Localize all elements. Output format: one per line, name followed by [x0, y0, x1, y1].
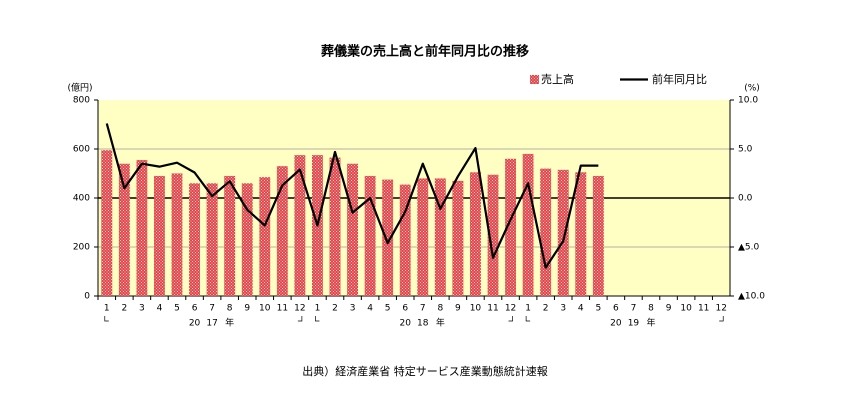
y2-axis-label: (%) [744, 84, 760, 94]
bar [522, 153, 534, 296]
bar [171, 173, 183, 296]
bar [557, 169, 569, 296]
x-tick-label: 6 [613, 304, 619, 314]
bar [505, 158, 516, 296]
year-label: 17 [206, 319, 217, 329]
y-axis-label: (億円) [67, 82, 92, 94]
y-tick-label: 600 [73, 145, 90, 155]
x-tick-label: 4 [578, 304, 584, 314]
legend-label: 前年同月比 [652, 72, 707, 86]
bar [592, 175, 604, 296]
x-tick-label: 11 [698, 304, 709, 314]
y2-tick-label: ▲10.0 [738, 292, 765, 302]
y2-tick-label: 10.0 [738, 96, 758, 106]
chart-title: 葬儀業の売上高と前年同月比の推移 [321, 44, 529, 60]
year-bracket [315, 316, 320, 322]
line [105, 123, 599, 269]
x-tick-label: 5 [174, 304, 180, 314]
x-tick-label: 5 [595, 304, 601, 314]
year-bracket [508, 316, 513, 322]
year-label: 19 [628, 319, 640, 329]
bar [575, 172, 587, 296]
bar [241, 183, 253, 296]
x-tick-label: 3 [139, 304, 145, 314]
x-tick-label: 5 [385, 304, 391, 314]
y-tick-label: 0 [84, 292, 90, 302]
bar [224, 175, 236, 296]
bar [259, 177, 271, 296]
x-tick-label: 3 [560, 304, 566, 314]
legend-label: 売上高 [541, 72, 574, 86]
year-label: 20 [189, 319, 201, 329]
x-tick-label: 6 [192, 304, 198, 314]
x-tick-label: 2 [121, 304, 127, 314]
bar [434, 178, 446, 296]
x-tick-label: 7 [631, 304, 637, 314]
year-label: 年 [436, 317, 445, 329]
bar [101, 150, 113, 296]
bar [487, 174, 499, 296]
x-tick-label: 12 [505, 304, 516, 314]
x-tick-label: 2 [332, 304, 338, 314]
year-bracket [525, 316, 531, 322]
y2-tick-label: ▲5.0 [738, 243, 760, 253]
x-tick-label: 7 [209, 304, 215, 314]
bar [118, 163, 130, 296]
bar [364, 175, 376, 296]
year-label: 年 [225, 317, 234, 329]
y-tick-label: 800 [73, 96, 90, 106]
x-tick-label: 8 [227, 304, 233, 314]
year-label: 20 [399, 319, 411, 329]
x-tick-label: 10 [470, 304, 482, 314]
y-tick-label: 200 [73, 243, 90, 253]
x-tick-label: 12 [715, 304, 726, 314]
x-tick-label: 12 [294, 304, 305, 314]
x-tick-label: 10 [259, 304, 271, 314]
x-tick-label: 3 [350, 304, 356, 314]
bar [189, 183, 200, 296]
bar [452, 180, 464, 296]
bar [417, 178, 429, 296]
bar [294, 155, 306, 296]
bar [276, 166, 288, 296]
legend-swatch [530, 75, 539, 84]
year-label: 20 [610, 319, 622, 329]
source: 出典）経済産業省 特定サービス産業動態統計速報 [302, 364, 548, 378]
bar [154, 175, 165, 296]
year-label: 18 [417, 319, 429, 329]
bar [470, 172, 481, 296]
x-tick-label: 8 [648, 304, 654, 314]
x-tick-label: 2 [543, 304, 549, 314]
year-label: 年 [646, 317, 655, 329]
year-bracket [104, 316, 109, 322]
bar [329, 157, 341, 296]
y2-tick-label: 0.0 [738, 194, 753, 204]
x-tick-label: 9 [244, 304, 250, 314]
bar [382, 179, 394, 296]
x-tick-label: 10 [680, 304, 692, 314]
x-tick-label: 1 [525, 304, 531, 314]
x-tick-label: 7 [420, 304, 426, 314]
bar [399, 184, 411, 296]
bar [540, 168, 552, 296]
x-tick-label: 4 [157, 304, 163, 314]
x-tick-label: 4 [367, 304, 373, 314]
x-tick-label: 1 [104, 304, 110, 314]
x-tick-label: 8 [437, 304, 443, 314]
y2-tick-label: 5.0 [738, 145, 753, 155]
x-tick-label: 9 [455, 304, 461, 314]
x-tick-label: 11 [487, 304, 498, 314]
bar [206, 183, 218, 296]
bar [347, 163, 358, 296]
x-tick-label: 6 [402, 304, 408, 314]
year-bracket [297, 316, 303, 322]
x-tick-label: 1 [315, 304, 321, 314]
x-tick-label: 11 [277, 304, 288, 314]
bar [136, 160, 148, 296]
y-tick-label: 400 [73, 194, 90, 204]
x-tick-label: 9 [666, 304, 672, 314]
year-bracket [719, 316, 724, 322]
